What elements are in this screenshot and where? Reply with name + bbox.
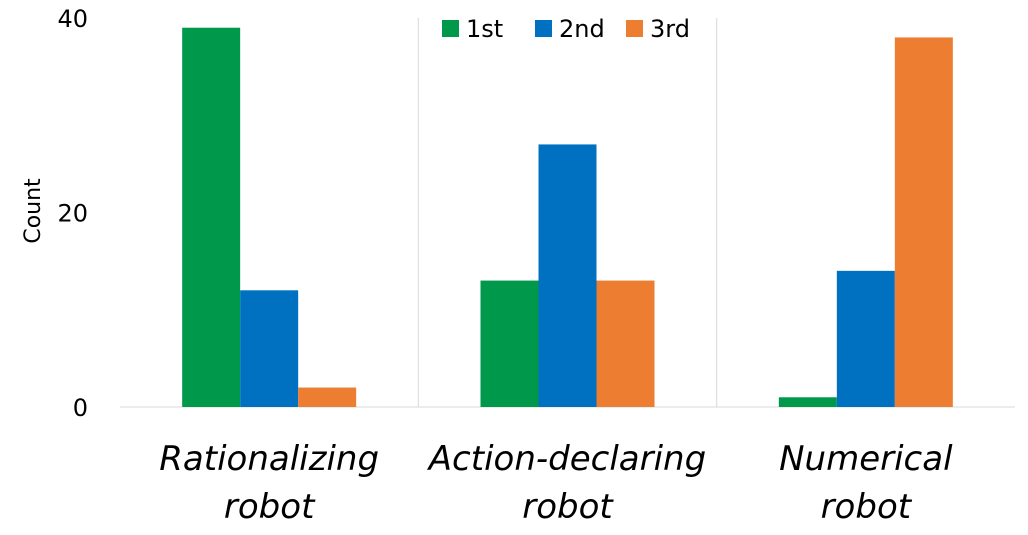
legend: 1st 2nd 3rd [442,15,690,43]
y-tick-label: 20 [57,200,88,228]
y-tick-label: 0 [73,394,88,422]
legend-label-1st: 1st [466,15,503,43]
x-category-label: robot [224,487,316,527]
category-separators [417,18,718,407]
bar-3rd-1 [596,280,655,407]
bar-1st-2 [778,397,837,407]
y-axis-title: Count [21,178,46,244]
x-category-label: Rationalizing [159,439,379,479]
bar-1st-1 [480,280,539,407]
legend-swatch-3rd [626,20,643,37]
x-axis-category-labels: Rationalizing robot Action-declaring robot N… [159,439,953,527]
x-category-label: Action-declaring [427,439,706,479]
bar-2nd-2 [836,270,895,407]
bars-group [182,27,953,408]
x-category-label: robot [522,487,614,527]
legend-swatch-2nd [535,20,552,37]
legend-label-2nd: 2nd [559,15,605,43]
legend-label-3rd: 3rd [650,15,690,43]
y-axis-ticks: 0 20 40 [57,5,88,422]
x-category-label: Numerical [779,439,953,479]
bar-3rd-2 [894,37,953,407]
x-category-label: robot [821,487,913,527]
bar-2nd-0 [240,290,299,407]
bar-3rd-0 [298,387,357,407]
bar-1st-0 [182,27,241,407]
y-tick-label: 40 [57,5,88,33]
bar-2nd-1 [538,144,597,408]
legend-swatch-1st [442,20,459,37]
